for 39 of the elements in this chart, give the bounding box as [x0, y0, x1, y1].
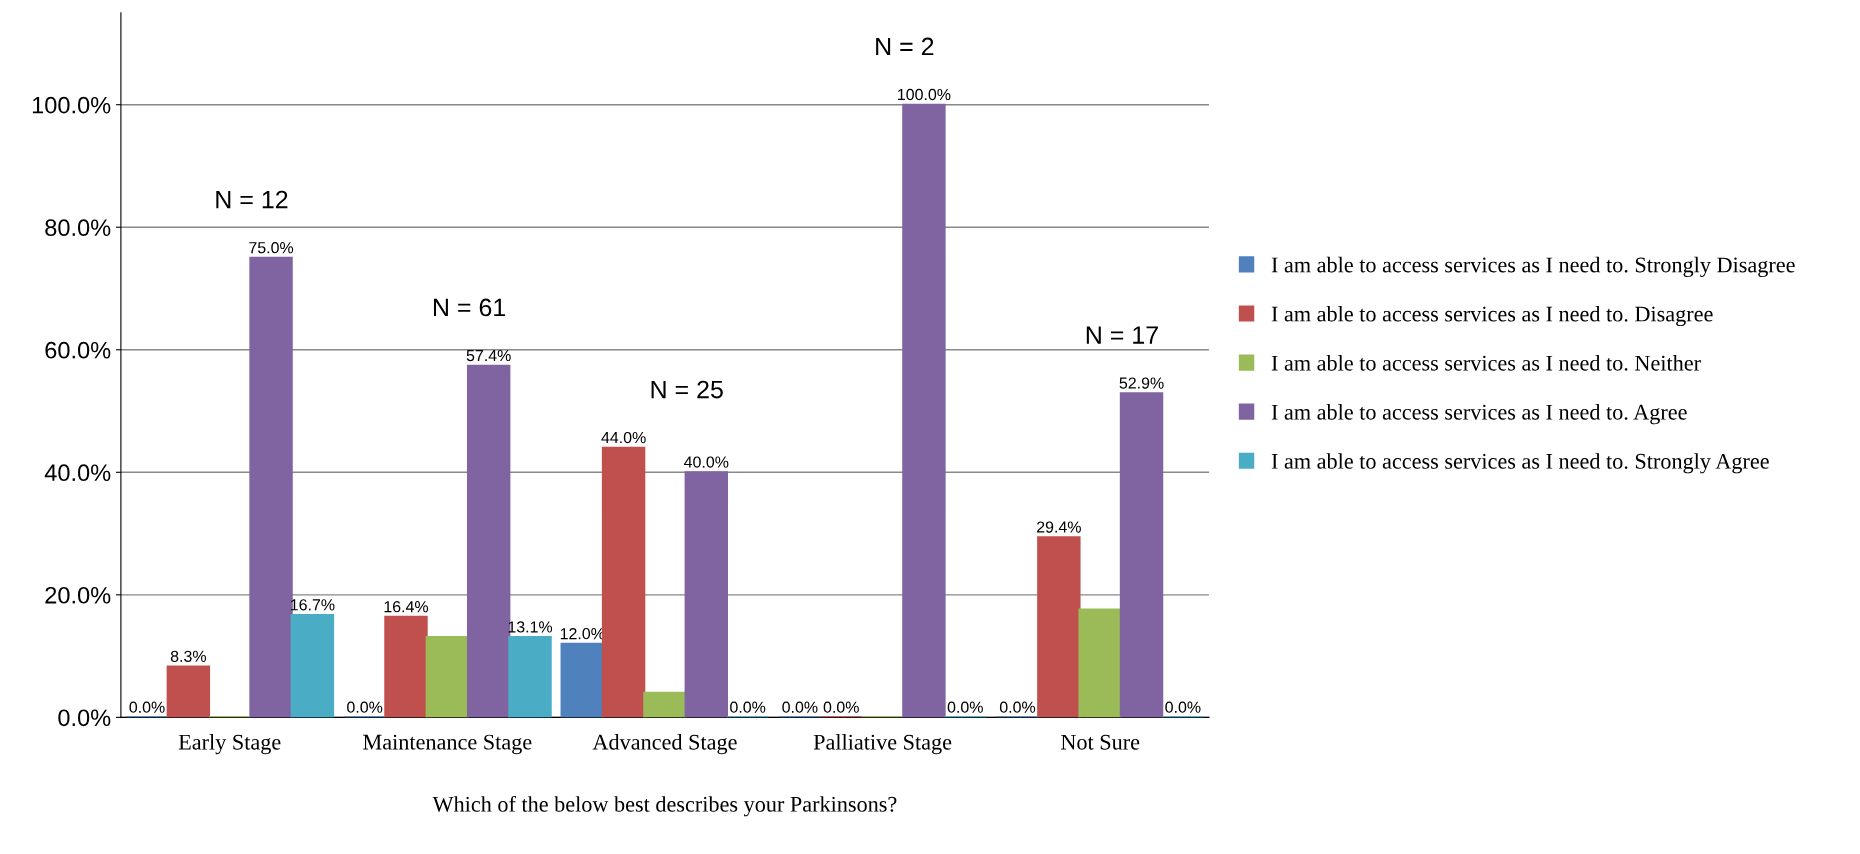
- y-tick-label: 0.0%: [58, 709, 111, 727]
- annotation: N = 25: [651, 380, 723, 399]
- data-label: 16.4%: [384, 601, 429, 613]
- data-label: 75.0%: [249, 242, 294, 254]
- data-label: 0.0%: [782, 701, 818, 713]
- annotation: N = 2: [876, 37, 934, 56]
- y-tick-label: 100.0%: [32, 96, 111, 114]
- legend-label: I am able to access services as I need to. Strongly Agree: [1271, 453, 1769, 474]
- x-tick-label: Maintenance Stage: [363, 734, 532, 755]
- x-tick-label: Palliative Stage: [813, 734, 952, 755]
- data-label: 29.4%: [1037, 521, 1081, 533]
- y-tick-label: 20.0%: [45, 586, 111, 604]
- data-label: 44.0%: [601, 431, 646, 444]
- legend-label: I am able to access services as I need to. Disagree: [1271, 305, 1713, 327]
- data-label: 0.0%: [999, 701, 1036, 713]
- x-tick-label: Advanced Stage: [592, 734, 737, 755]
- annotation: N = 61: [433, 298, 506, 317]
- x-tick-label: Not Sure: [1061, 734, 1140, 750]
- data-label: 40.0%: [684, 456, 729, 468]
- data-label: 8.3%: [170, 650, 206, 662]
- data-label: 0.0%: [730, 701, 766, 713]
- legend-label: I am able to access services as I need to. Neither: [1271, 355, 1701, 371]
- data-label: 0.0%: [823, 701, 859, 713]
- annotation: N = 12: [216, 190, 288, 209]
- data-label: 100.0%: [898, 88, 951, 101]
- x-axis-title: Which of the below best describes your Parkinsons?: [432, 795, 897, 817]
- data-label: 0.0%: [947, 701, 983, 713]
- data-label: 0.0%: [1165, 701, 1201, 713]
- legend-label: I am able to access services as I need to. Strongly Disagree: [1271, 256, 1795, 278]
- data-label: 0.0%: [347, 701, 383, 713]
- legend-label: I am able to access services as I need to. Agree: [1271, 404, 1687, 425]
- data-label: 52.9%: [1119, 377, 1164, 389]
- y-tick-label: 40.0%: [44, 464, 111, 482]
- y-tick-label: 80.0%: [45, 219, 111, 237]
- data-label: 0.0%: [129, 701, 165, 713]
- y-tick-label: 60.0%: [45, 341, 111, 359]
- x-tick-label: Early Stage: [178, 734, 281, 755]
- annotation: N = 17: [1086, 326, 1158, 344]
- data-label: 57.4%: [466, 349, 511, 362]
